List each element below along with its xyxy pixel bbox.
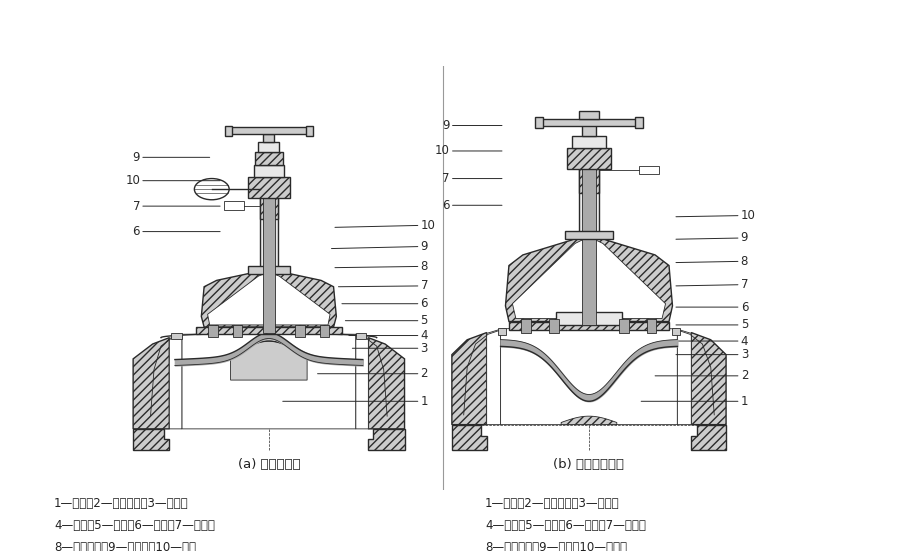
Polygon shape <box>368 429 404 450</box>
Polygon shape <box>201 268 337 327</box>
Bar <box>225 126 232 136</box>
Polygon shape <box>133 429 170 450</box>
Bar <box>253 165 284 177</box>
Text: 7: 7 <box>133 199 220 213</box>
Text: 6: 6 <box>133 225 220 238</box>
Text: 10: 10 <box>676 209 755 222</box>
Text: 6: 6 <box>443 199 502 212</box>
Text: 4—螺钉；5—阀盖；6—阀瓣；7—阀杆；: 4—螺钉；5—阀盖；6—阀瓣；7—阀杆； <box>485 519 646 532</box>
Polygon shape <box>181 333 356 429</box>
Bar <box>582 168 596 325</box>
Bar <box>320 325 330 337</box>
Bar <box>260 196 277 219</box>
Text: 3: 3 <box>352 342 428 355</box>
Bar <box>567 148 612 169</box>
Polygon shape <box>506 231 673 322</box>
Text: 8: 8 <box>335 260 428 273</box>
Text: 9: 9 <box>331 240 428 253</box>
Bar <box>259 143 279 152</box>
Text: 1: 1 <box>283 395 428 408</box>
Text: 10: 10 <box>335 219 436 232</box>
Polygon shape <box>672 328 680 335</box>
Bar <box>224 201 244 210</box>
Bar <box>635 117 643 128</box>
Polygon shape <box>513 237 665 318</box>
Bar <box>619 319 629 333</box>
Polygon shape <box>561 416 617 425</box>
Polygon shape <box>133 338 170 429</box>
Text: 7: 7 <box>676 278 748 291</box>
Text: 8—阀杆螺母；9—手轮；10—指示器: 8—阀杆螺母；9—手轮；10—指示器 <box>485 541 627 551</box>
Bar <box>305 126 313 136</box>
Text: 2: 2 <box>318 367 428 380</box>
Bar <box>556 312 622 325</box>
Text: 9: 9 <box>133 151 210 164</box>
Bar <box>208 325 218 337</box>
Polygon shape <box>691 425 726 450</box>
Polygon shape <box>172 333 181 338</box>
Text: (a) 堰式隔膜阀: (a) 堰式隔膜阀 <box>238 458 300 472</box>
Bar <box>537 118 641 126</box>
Text: (b) 直通式隔膜阀: (b) 直通式隔膜阀 <box>553 458 624 472</box>
Bar <box>233 325 242 337</box>
Text: 2: 2 <box>655 369 748 382</box>
Bar <box>579 168 599 193</box>
Polygon shape <box>500 323 677 425</box>
Bar <box>248 266 290 274</box>
Text: 1: 1 <box>641 395 748 408</box>
Bar <box>227 127 311 134</box>
Polygon shape <box>170 334 181 429</box>
Polygon shape <box>356 333 366 338</box>
Bar <box>255 152 283 165</box>
Polygon shape <box>452 425 487 450</box>
Polygon shape <box>497 328 506 335</box>
Bar <box>534 117 543 128</box>
Polygon shape <box>368 338 404 429</box>
Bar <box>647 319 656 333</box>
Bar <box>262 198 275 333</box>
Polygon shape <box>207 272 330 325</box>
Bar <box>295 325 305 337</box>
Text: 4—螺钉；5—阀盖；6—阀瓣；7—阀体；: 4—螺钉；5—阀盖；6—阀瓣；7—阀体； <box>54 519 215 532</box>
Text: 7: 7 <box>339 279 428 293</box>
Bar <box>260 198 277 272</box>
Bar <box>522 319 532 333</box>
Bar <box>578 111 600 118</box>
Polygon shape <box>487 329 500 425</box>
Bar <box>565 231 613 239</box>
Text: 4: 4 <box>676 334 748 348</box>
Text: 5: 5 <box>346 314 428 327</box>
Text: 1—阀体；2—阀体衬里；3—隔膜；: 1—阀体；2—阀体衬里；3—隔膜； <box>485 497 620 510</box>
Text: 4: 4 <box>348 329 428 342</box>
Polygon shape <box>231 341 307 380</box>
Polygon shape <box>356 334 368 429</box>
Bar <box>579 169 599 237</box>
Text: 5: 5 <box>676 318 748 331</box>
Text: 10: 10 <box>125 174 220 187</box>
Text: 8—阀杆螺母；9—指示器；10—手轮: 8—阀杆螺母；9—指示器；10—手轮 <box>54 541 196 551</box>
Polygon shape <box>691 333 726 425</box>
Text: 9: 9 <box>443 119 502 132</box>
Text: 9: 9 <box>676 231 748 245</box>
Bar <box>550 319 559 333</box>
Text: 8: 8 <box>676 255 748 268</box>
Bar <box>639 166 658 174</box>
Text: 10: 10 <box>435 144 502 158</box>
Text: 3: 3 <box>676 348 748 361</box>
Text: 6: 6 <box>676 301 748 314</box>
Text: 7: 7 <box>443 172 502 185</box>
Bar <box>582 125 596 136</box>
Text: 1—阀体；2—阀体衬里；3—隔膜；: 1—阀体；2—阀体衬里；3—隔膜； <box>54 497 189 510</box>
Polygon shape <box>677 329 691 425</box>
Bar <box>248 177 290 198</box>
Text: 6: 6 <box>342 297 428 310</box>
Bar <box>263 134 275 143</box>
Bar <box>572 136 605 148</box>
Polygon shape <box>509 322 669 330</box>
Polygon shape <box>452 333 487 425</box>
Polygon shape <box>196 327 342 334</box>
